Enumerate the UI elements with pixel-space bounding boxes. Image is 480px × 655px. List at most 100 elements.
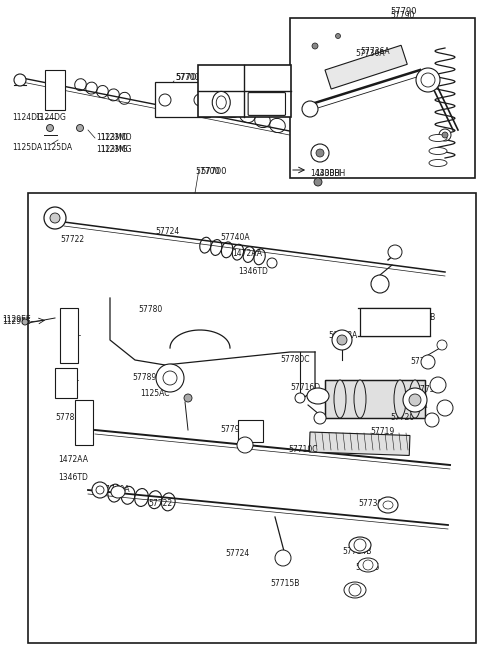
Text: 1123MG: 1123MG <box>96 145 128 155</box>
Text: 57725: 57725 <box>410 358 434 367</box>
Text: B: B <box>263 99 271 109</box>
Circle shape <box>76 124 84 132</box>
Bar <box>325 45 407 89</box>
Text: 57726: 57726 <box>355 563 379 572</box>
Circle shape <box>421 73 435 87</box>
Text: 57718A: 57718A <box>398 400 427 409</box>
Text: 57739B: 57739B <box>358 498 387 508</box>
Circle shape <box>332 330 352 350</box>
Bar <box>60 308 78 363</box>
Circle shape <box>421 355 435 369</box>
Text: 1123MD: 1123MD <box>100 134 132 143</box>
Ellipse shape <box>111 486 125 498</box>
Text: 1430BH: 1430BH <box>310 168 340 178</box>
Circle shape <box>409 394 421 406</box>
Circle shape <box>275 550 291 566</box>
Circle shape <box>14 74 26 86</box>
Ellipse shape <box>383 501 393 509</box>
Circle shape <box>302 101 318 117</box>
Text: 57587A: 57587A <box>206 75 236 84</box>
Text: 25314: 25314 <box>256 75 280 84</box>
Bar <box>155 82 210 117</box>
Circle shape <box>22 319 28 325</box>
Text: 1430BH: 1430BH <box>315 168 345 178</box>
Text: 57790: 57790 <box>390 10 414 20</box>
Circle shape <box>371 275 389 293</box>
Circle shape <box>237 437 253 453</box>
Bar <box>290 18 475 178</box>
Text: 57722: 57722 <box>148 500 172 508</box>
Circle shape <box>316 149 324 157</box>
Circle shape <box>349 584 361 596</box>
Circle shape <box>336 33 340 39</box>
Circle shape <box>425 413 439 427</box>
Ellipse shape <box>307 388 329 404</box>
Ellipse shape <box>358 558 378 572</box>
Ellipse shape <box>409 380 421 418</box>
Circle shape <box>163 371 177 385</box>
Circle shape <box>439 129 451 141</box>
Text: 1124DG: 1124DG <box>35 113 66 122</box>
Text: 1129EE: 1129EE <box>2 316 31 324</box>
Circle shape <box>416 68 440 92</box>
Ellipse shape <box>216 96 226 109</box>
Circle shape <box>403 388 427 412</box>
Bar <box>55 368 77 398</box>
Ellipse shape <box>378 497 398 513</box>
Text: 57780: 57780 <box>138 305 162 314</box>
Text: 57788B: 57788B <box>55 413 84 422</box>
Text: 57716D: 57716D <box>290 383 320 392</box>
Circle shape <box>159 94 171 106</box>
Bar <box>75 400 93 445</box>
Text: 57715B: 57715B <box>270 578 300 588</box>
Bar <box>360 308 430 336</box>
Ellipse shape <box>429 160 447 166</box>
Bar <box>45 70 65 110</box>
Circle shape <box>314 412 326 424</box>
Circle shape <box>92 482 108 498</box>
Ellipse shape <box>349 537 371 553</box>
Text: 1124DG: 1124DG <box>12 113 43 122</box>
Bar <box>325 380 425 418</box>
Circle shape <box>44 207 66 229</box>
Ellipse shape <box>429 147 447 155</box>
Text: 1123MG: 1123MG <box>100 145 132 155</box>
Text: 57790C: 57790C <box>220 426 250 434</box>
Bar <box>198 65 291 117</box>
Ellipse shape <box>344 582 366 598</box>
Circle shape <box>430 377 446 393</box>
Ellipse shape <box>354 380 366 418</box>
Text: 57737: 57737 <box>415 386 439 394</box>
Circle shape <box>184 394 192 402</box>
Text: 57722: 57722 <box>60 236 84 244</box>
Text: 57710C: 57710C <box>288 445 317 455</box>
Circle shape <box>337 335 347 345</box>
Bar <box>238 420 263 442</box>
Circle shape <box>295 393 305 403</box>
Text: 1346TD: 1346TD <box>58 472 88 481</box>
Text: 57719: 57719 <box>370 428 394 436</box>
Circle shape <box>388 245 402 259</box>
Bar <box>309 432 410 455</box>
Circle shape <box>96 486 104 494</box>
Text: 57740A: 57740A <box>220 233 250 242</box>
Text: 57736A: 57736A <box>355 48 384 58</box>
Text: 57740A: 57740A <box>100 485 130 495</box>
Text: 1472AA: 1472AA <box>58 455 88 464</box>
Text: 57700: 57700 <box>175 73 202 83</box>
Circle shape <box>156 364 184 392</box>
Text: 1472AA: 1472AA <box>232 250 262 259</box>
Ellipse shape <box>212 92 230 113</box>
Text: 57700: 57700 <box>175 73 199 83</box>
Text: 1125DA: 1125DA <box>42 143 72 153</box>
Text: 57780C: 57780C <box>280 356 310 364</box>
Ellipse shape <box>394 380 406 418</box>
Text: 57724: 57724 <box>225 548 249 557</box>
Text: 57789A: 57789A <box>132 373 161 383</box>
Text: 57700: 57700 <box>195 168 219 176</box>
Text: 57720: 57720 <box>390 413 414 422</box>
Text: 57700: 57700 <box>200 168 227 176</box>
Text: 1125DA: 1125DA <box>12 143 42 153</box>
Text: 1346TD: 1346TD <box>238 267 268 276</box>
Circle shape <box>314 178 322 186</box>
